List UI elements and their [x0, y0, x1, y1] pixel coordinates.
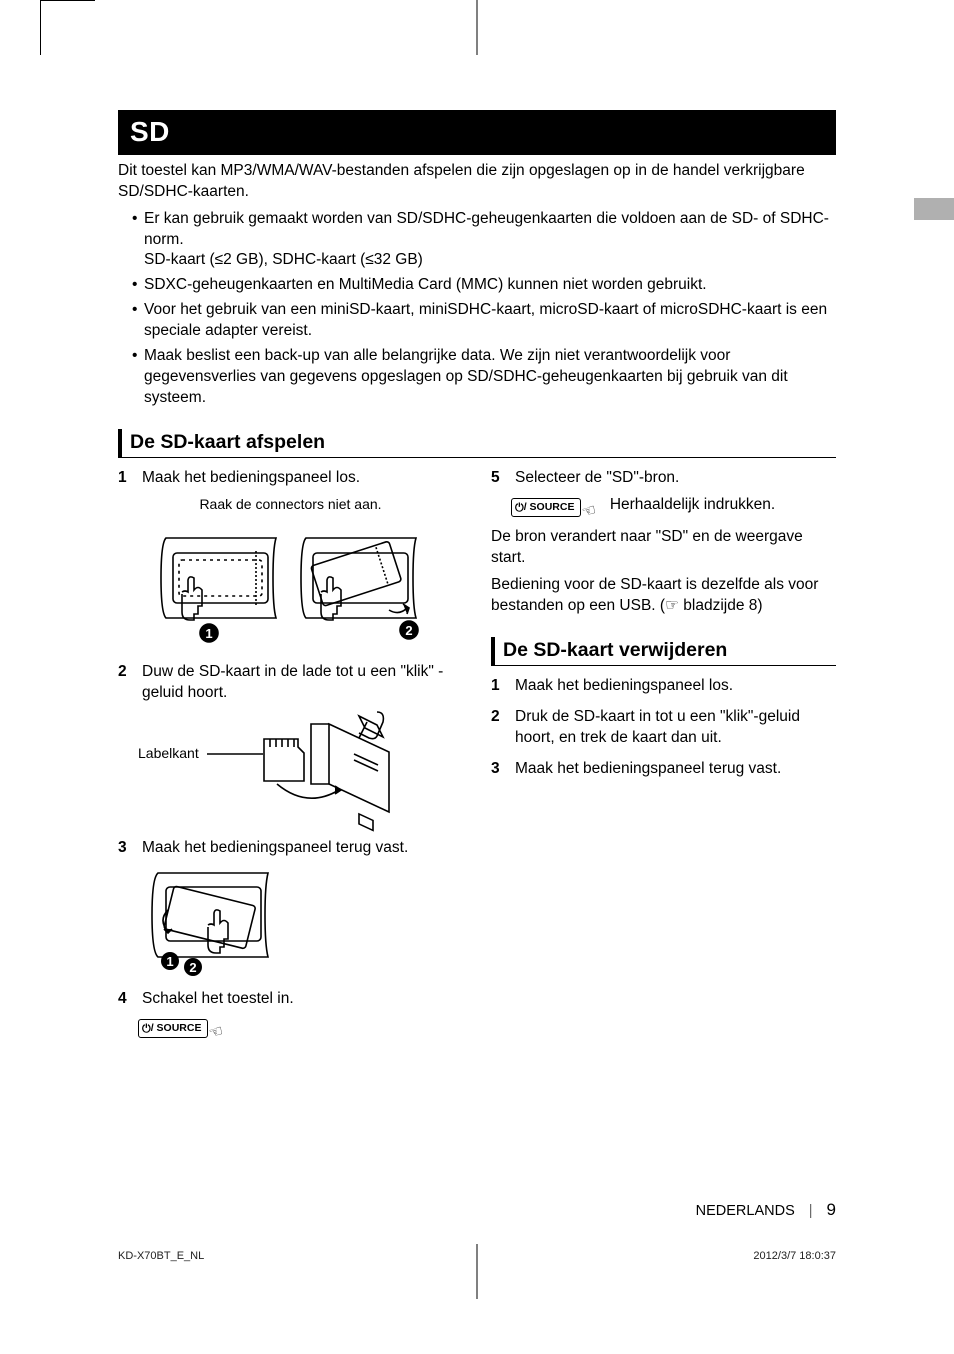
- bullet-text: Er kan gebruik gemaakt worden van SD/SDH…: [144, 210, 829, 248]
- bullet-item: SDXC-geheugenkaarten en MultiMedia Card …: [132, 275, 836, 296]
- diagram-caption: Raak de connectors niet aan.: [118, 495, 463, 514]
- source-button-icon: ⏻/ SOURCE: [511, 498, 581, 517]
- print-file: KD-X70BT_E_NL: [118, 1249, 204, 1264]
- source-button-icon: ⏻/ SOURCE: [138, 1019, 208, 1038]
- print-metadata: KD-X70BT_E_NL 2012/3/7 18:0:37: [118, 1249, 836, 1264]
- label-side: Labelkant: [138, 710, 199, 763]
- crop-mark-tc: [477, 0, 478, 55]
- step-text: Maak het bedieningspaneel los.: [515, 676, 836, 697]
- step-text: Maak het bedieningspaneel terug vast.: [515, 759, 836, 780]
- step-row: 2 Duw de SD-kaart in de lade tot u een "…: [118, 662, 463, 704]
- source-button-label: / SOURCE: [151, 1022, 202, 1034]
- section-title-bar: SD: [118, 110, 836, 155]
- right-column: 5 Selecteer de "SD"-bron. ⏻/ SOURCE ☜ He…: [491, 468, 836, 1037]
- step-row: 1 Maak het bedieningspaneel los.: [491, 676, 836, 697]
- left-column: 1 Maak het bedieningspaneel los. Raak de…: [118, 468, 463, 1037]
- edge-tab: [914, 198, 954, 220]
- step5-hint: Herhaaldelijk indrukken.: [610, 495, 775, 516]
- bullet-item: Er kan gebruik gemaakt worden van SD/SDH…: [132, 209, 836, 272]
- step-text: Maak het bedieningspaneel los.: [142, 468, 463, 489]
- svg-text:2: 2: [405, 623, 412, 638]
- step-text: Selecteer de "SD"-bron.: [515, 468, 836, 489]
- svg-text:1: 1: [166, 954, 173, 969]
- detach-panel-diagram: 1 2: [151, 518, 431, 648]
- step-text: Druk de SD-kaart in tot u een "klik"-gel…: [515, 707, 836, 749]
- bullet-subtext: SD-kaart (≤2 GB), SDHC-kaart (≤32 GB): [144, 251, 423, 268]
- step-row: 5 Selecteer de "SD"-bron.: [491, 468, 836, 489]
- bullet-text: SDXC-geheugenkaarten en MultiMedia Card …: [144, 276, 707, 293]
- svg-text:2: 2: [189, 960, 196, 975]
- step-number: 3: [491, 759, 507, 780]
- step-number: 4: [118, 989, 134, 1010]
- power-icon: ⏻: [142, 1022, 151, 1037]
- step-row: 4 Schakel het toestel in.: [118, 989, 463, 1010]
- step-number: 1: [491, 676, 507, 697]
- bullet-text: Voor het gebruik van een miniSD-kaart, m…: [144, 301, 827, 339]
- step-number: 1: [118, 468, 134, 489]
- step-number: 2: [491, 707, 507, 749]
- footer-language: NEDERLANDS: [696, 1202, 795, 1222]
- step-number: 5: [491, 468, 507, 489]
- source-button-row: ⏻/ SOURCE ☜ Herhaaldelijk indrukken.: [511, 495, 836, 517]
- subsection-remove: De SD-kaart verwijderen: [491, 637, 836, 666]
- note-text: Bediening voor de SD-kaart is dezelfde a…: [491, 575, 836, 617]
- step-row: 3 Maak het bedieningspaneel terug vast.: [491, 759, 836, 780]
- footer-separator: |: [809, 1202, 813, 1222]
- print-timestamp: 2012/3/7 18:0:37: [753, 1249, 836, 1264]
- two-column-layout: 1 Maak het bedieningspaneel los. Raak de…: [118, 468, 836, 1037]
- step-number: 3: [118, 838, 134, 859]
- step-row: 1 Maak het bedieningspaneel los.: [118, 468, 463, 489]
- note-text: De bron verandert naar "SD" en de weerga…: [491, 527, 836, 569]
- page-content: SD Dit toestel kan MP3/WMA/WAV-bestanden…: [118, 110, 836, 1038]
- bullet-item: Maak beslist een back-up van alle belang…: [132, 346, 836, 409]
- svg-text:1: 1: [205, 626, 212, 641]
- reattach-panel-diagram: 1 2: [138, 865, 288, 975]
- source-button-label: / SOURCE: [524, 501, 575, 513]
- subsection-play: De SD-kaart afspelen: [118, 429, 836, 458]
- crop-mark-tl: [40, 0, 41, 55]
- sd-insert-diagram: [209, 714, 409, 824]
- step-text: Maak het bedieningspaneel terug vast.: [142, 838, 463, 859]
- step-text: Schakel het toestel in.: [142, 989, 463, 1010]
- hand-icon: ☜: [580, 500, 599, 525]
- source-button-graphic: ⏻/ SOURCE ☜: [138, 1016, 463, 1038]
- page-footer: NEDERLANDS | 9: [118, 1199, 836, 1222]
- step-row: 2 Druk de SD-kaart in tot u een "klik"-g…: [491, 707, 836, 749]
- step-text: Duw de SD-kaart in de lade tot u een "kl…: [142, 662, 463, 704]
- intro-text: Dit toestel kan MP3/WMA/WAV-bestanden af…: [118, 161, 836, 203]
- step-number: 2: [118, 662, 134, 704]
- power-icon: ⏻: [515, 501, 524, 516]
- bullet-list: Er kan gebruik gemaakt worden van SD/SDH…: [118, 209, 836, 409]
- hand-icon: ☜: [207, 1020, 226, 1045]
- footer-page-number: 9: [827, 1199, 836, 1222]
- bullet-item: Voor het gebruik van een miniSD-kaart, m…: [132, 300, 836, 342]
- bullet-text: Maak beslist een back-up van alle belang…: [144, 347, 788, 406]
- step-row: 3 Maak het bedieningspaneel terug vast.: [118, 838, 463, 859]
